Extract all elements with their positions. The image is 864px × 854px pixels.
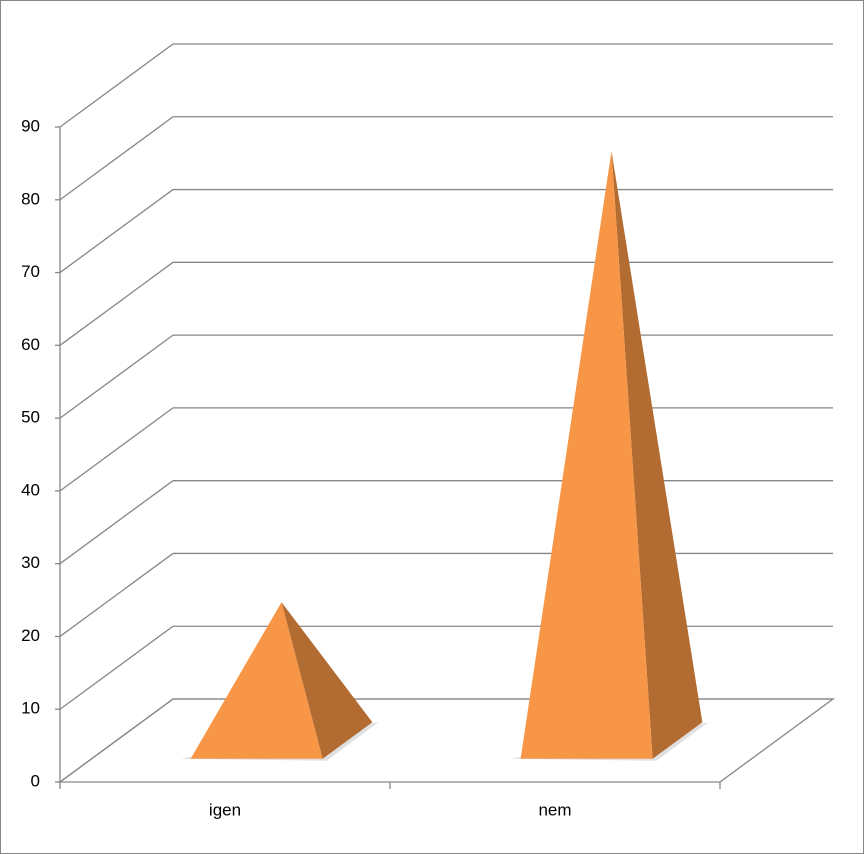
y-tick-label: 50 [21, 408, 40, 427]
y-tick-label: 60 [21, 335, 40, 354]
y-tick-label: 20 [21, 626, 40, 645]
grid-line [59, 261, 174, 346]
x-tick-label: igen [209, 800, 241, 819]
grid-line [59, 334, 174, 419]
grid-line [59, 407, 174, 492]
y-tick-label: 0 [31, 771, 40, 790]
pyramid-front [520, 151, 653, 759]
pyramid-side [611, 151, 703, 759]
grid-line [59, 116, 174, 201]
pyramid-side [281, 602, 373, 759]
y-tick-label: 80 [21, 189, 40, 208]
grid-line [59, 552, 174, 637]
pyramid-front [190, 602, 323, 759]
x-tick-label: nem [538, 800, 571, 819]
grid-line [59, 189, 174, 274]
grid-line [59, 698, 174, 783]
y-tick-label: 70 [21, 262, 40, 281]
y-tick-label: 30 [21, 553, 40, 572]
y-tick-label: 90 [21, 116, 40, 135]
y-tick-label: 10 [21, 699, 40, 718]
grid-line [59, 625, 174, 710]
grid-line [59, 43, 174, 128]
grid-line [59, 480, 174, 565]
y-tick-label: 40 [21, 480, 40, 499]
